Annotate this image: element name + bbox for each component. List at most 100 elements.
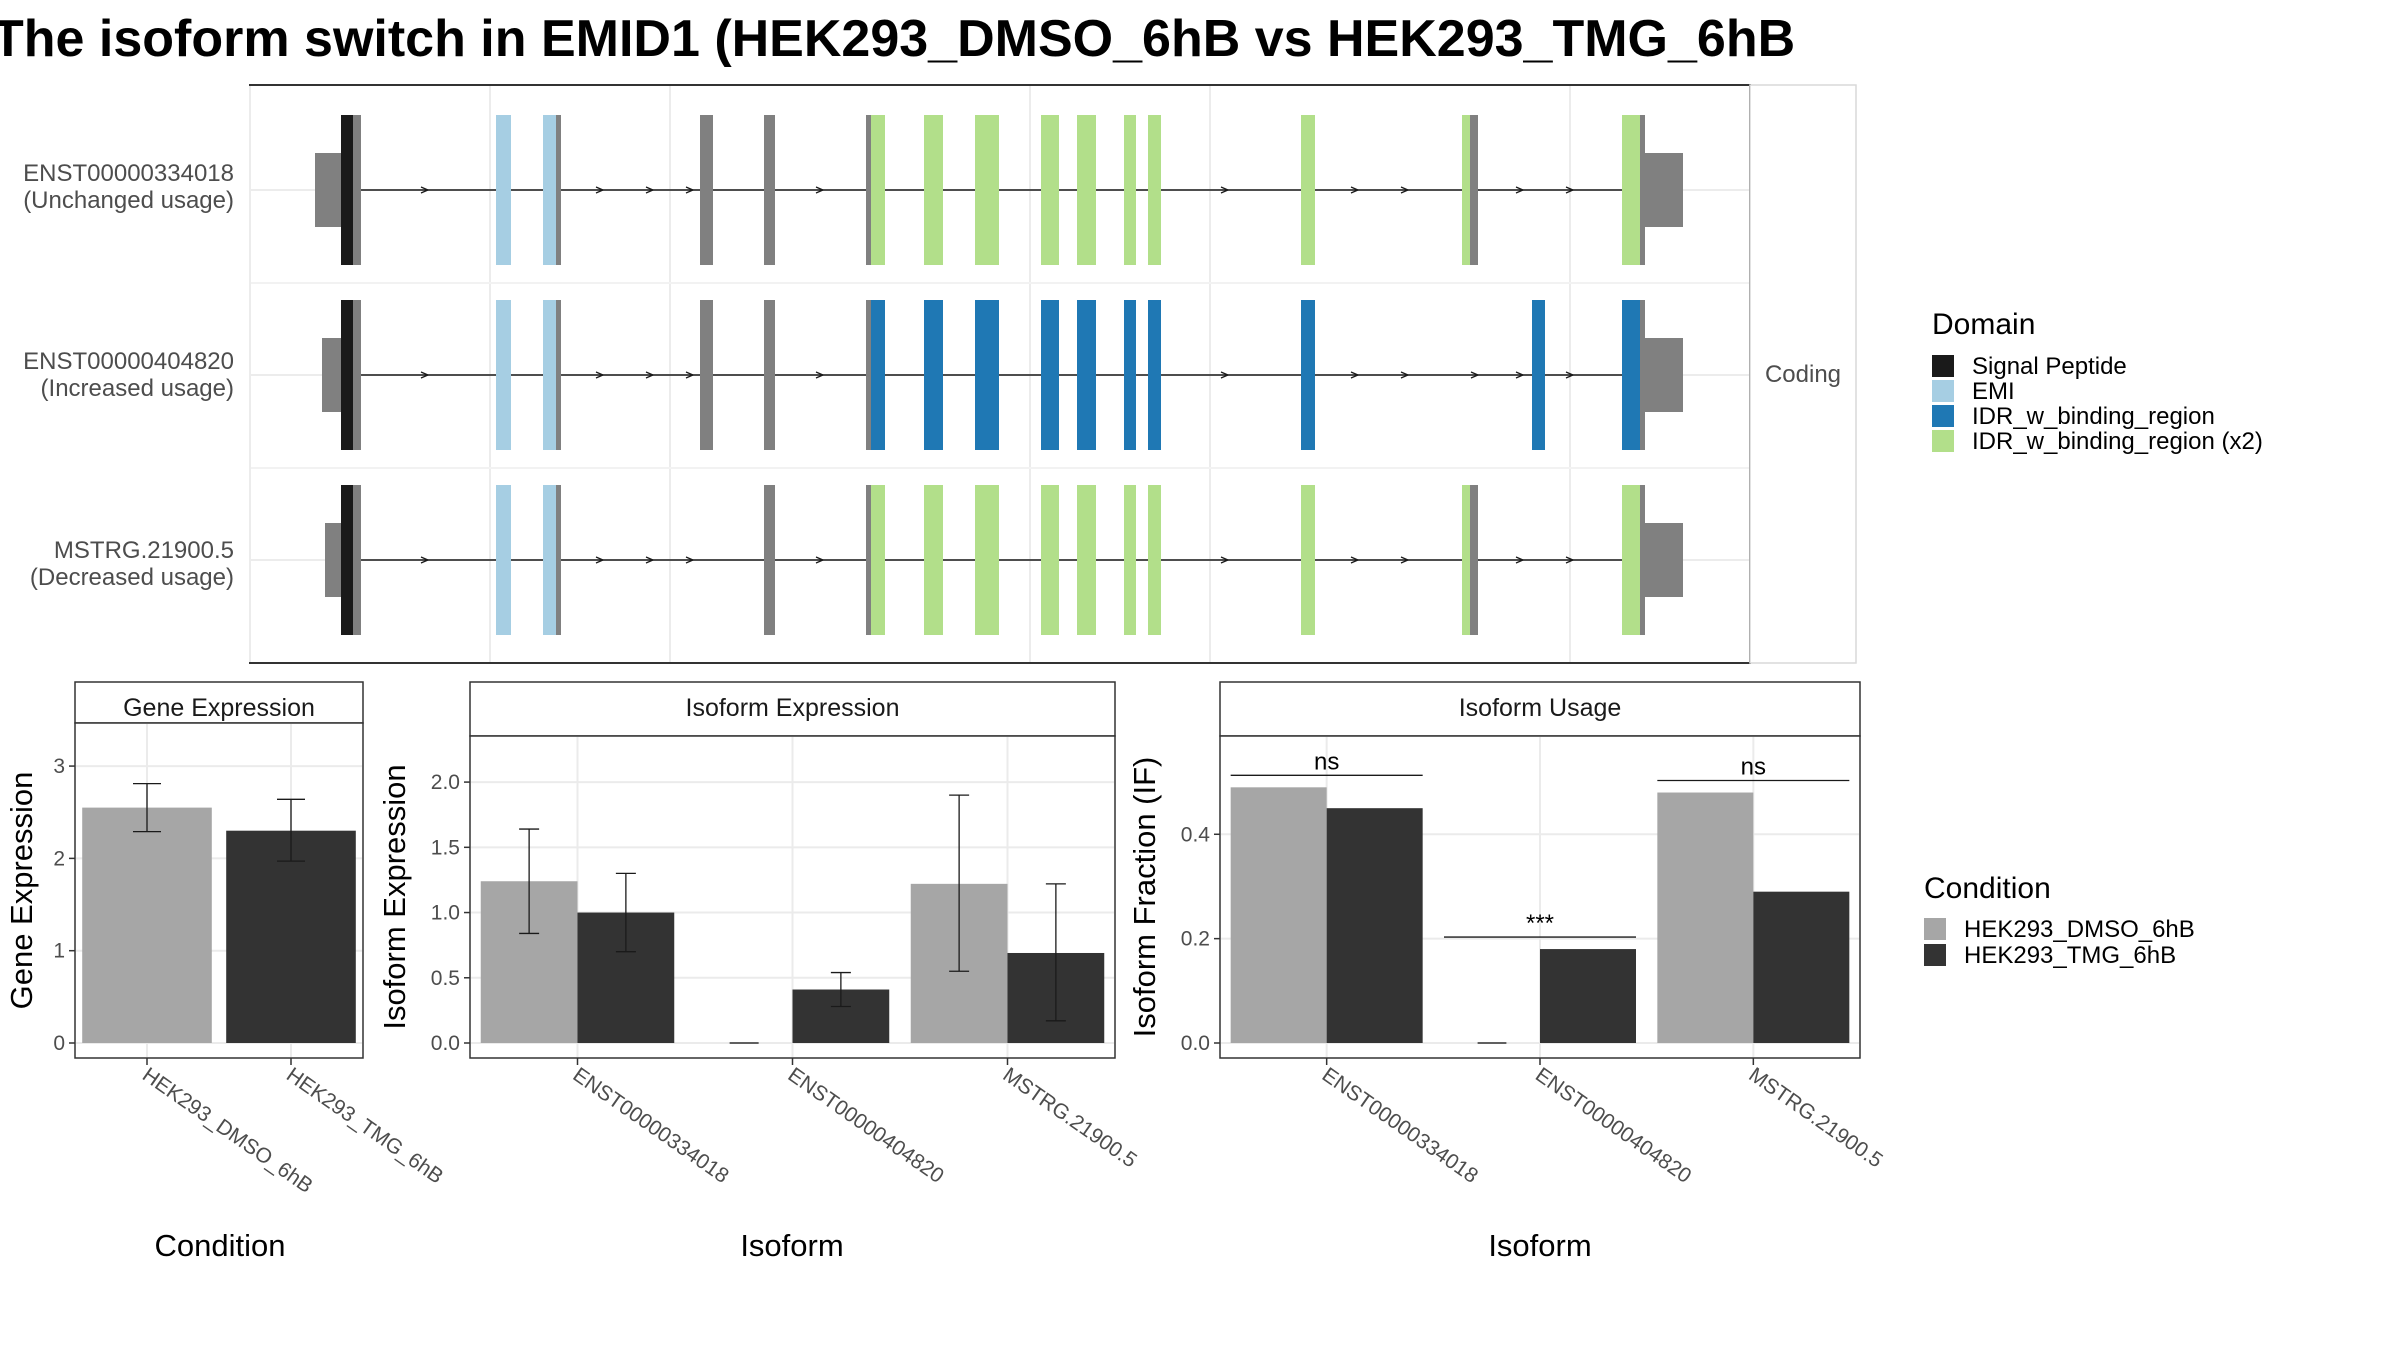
legend-swatch-idr-x2 xyxy=(1932,430,1954,452)
legend-label-signal-peptide: Signal Peptide xyxy=(1972,353,2127,380)
panel-title: Isoform Expression xyxy=(686,694,900,722)
intron-arrow xyxy=(420,371,430,379)
intron-arrow xyxy=(645,186,655,194)
intron-arrow xyxy=(595,371,605,379)
bar xyxy=(226,830,356,1043)
tick-label-y: 1 xyxy=(53,940,65,963)
exon-emi xyxy=(543,115,556,265)
intron-arrow xyxy=(685,371,695,379)
exon-idr-domain xyxy=(1124,115,1136,265)
intron-arrow xyxy=(1400,556,1410,564)
exon-idr-domain xyxy=(1301,115,1315,265)
legend-swatch-emi xyxy=(1932,380,1954,402)
intron-arrow xyxy=(1470,371,1480,379)
tick-label-y: 1.5 xyxy=(431,836,460,859)
significance-label: ns xyxy=(1741,754,1766,781)
exon-coding-grey xyxy=(353,115,361,265)
bar xyxy=(1657,792,1754,1043)
panel-strip xyxy=(74,681,364,724)
structure-tracks xyxy=(315,115,1683,635)
exon-idr-domain xyxy=(1622,115,1640,265)
exon-coding-grey xyxy=(764,300,775,450)
exon-signal-peptide xyxy=(341,300,353,450)
exon-coding-grey xyxy=(1640,115,1645,265)
exon-coding-grey xyxy=(1640,485,1645,635)
legend-label-idr-x2: IDR_w_binding_region (x2) xyxy=(1972,428,2263,455)
facet-label: Coding xyxy=(1765,361,1841,388)
tick-label-y: 0.0 xyxy=(1181,1032,1210,1055)
exon-idr-domain xyxy=(975,115,999,265)
intron-arrow xyxy=(420,556,430,564)
exon-coding-grey xyxy=(700,115,713,265)
transcript-track-2 xyxy=(322,300,1683,450)
exon-idr-domain xyxy=(924,485,943,635)
significance-label: ns xyxy=(1314,748,1339,775)
tick-label-y: 1.0 xyxy=(431,902,460,925)
tick-label-x: HEK293_TMG_6hB xyxy=(282,1063,447,1188)
exon-idr-domain xyxy=(1041,485,1059,635)
exon-signal-peptide xyxy=(341,485,353,635)
tick-label-y: 3 xyxy=(53,755,65,778)
tick-label-y: 2.0 xyxy=(431,771,460,794)
exon-coding-grey xyxy=(866,115,871,265)
exon-coding-grey xyxy=(866,485,871,635)
transcript-3-id: MSTRG.21900.5 xyxy=(54,537,234,564)
exon-idr-domain xyxy=(1041,300,1059,450)
tick-label-x: MSTRG.21900.5 xyxy=(999,1063,1141,1172)
intron-arrow xyxy=(595,186,605,194)
bar-panel-3: Isoform Usage 0.0 0.2 0.4 ns ENST00000334018 *… xyxy=(1127,681,1887,1263)
significance-label: *** xyxy=(1526,910,1554,937)
intron-arrow xyxy=(685,186,695,194)
domain-legend-title: Domain xyxy=(1932,308,2035,341)
legend-label-dmso: HEK293_DMSO_6hB xyxy=(1964,916,2195,943)
tick-label-x: ENST00000404820 xyxy=(1531,1063,1695,1188)
legend-label-tmg: HEK293_TMG_6hB xyxy=(1964,942,2176,969)
transcript-1-note: (Unchanged usage) xyxy=(23,187,234,214)
utr-3prime xyxy=(1645,153,1683,227)
exon-signal-peptide xyxy=(341,115,353,265)
exon-coding-grey xyxy=(764,115,775,265)
intron-arrow xyxy=(1350,556,1360,564)
exon-coding-grey xyxy=(556,300,561,450)
domain-legend: Domain Signal Peptide EMI IDR_w_binding_… xyxy=(1932,308,2263,455)
exon-idr-domain xyxy=(1622,300,1640,450)
transcript-track-3 xyxy=(325,485,1683,635)
condition-legend-title: Condition xyxy=(1924,872,2051,905)
utr-3prime xyxy=(1645,338,1683,412)
x-axis-title: Isoform xyxy=(740,1228,843,1263)
exon-idr-domain xyxy=(1077,115,1096,265)
exon-idr-domain xyxy=(1301,485,1315,635)
exon-idr-domain xyxy=(975,485,999,635)
intron-arrow xyxy=(1350,371,1360,379)
intron-arrow xyxy=(1350,186,1360,194)
exon-idr-domain xyxy=(1148,485,1161,635)
utr-5prime xyxy=(315,153,341,227)
intron-arrow xyxy=(1400,186,1410,194)
tick-label-y: 0.4 xyxy=(1181,823,1211,846)
intron-arrow xyxy=(685,556,695,564)
exon-idr-domain xyxy=(1124,300,1136,450)
exon-idr-domain xyxy=(1148,300,1161,450)
utr-3prime xyxy=(1645,523,1683,597)
intron-arrow xyxy=(1515,556,1525,564)
panel-strip xyxy=(469,681,1116,737)
intron-arrow xyxy=(815,186,825,194)
bar xyxy=(1540,949,1636,1043)
exon-emi xyxy=(496,300,511,450)
exon-idr-domain xyxy=(1301,300,1315,450)
y-axis-title: Isoform Expression xyxy=(377,764,412,1029)
exon-idr-domain xyxy=(871,300,885,450)
intron-arrow xyxy=(645,556,655,564)
intron-arrow xyxy=(1220,186,1230,194)
exon-coding-grey xyxy=(700,300,713,450)
exon-idr-domain xyxy=(871,115,885,265)
legend-swatch-idr xyxy=(1932,405,1954,427)
tick-label-y: 2 xyxy=(53,847,65,870)
intron-arrow xyxy=(1565,371,1575,379)
intron-arrow xyxy=(1220,556,1230,564)
exon-idr-domain xyxy=(1148,115,1161,265)
intron-arrow xyxy=(645,371,655,379)
exon-coding-grey xyxy=(1470,115,1478,265)
bar xyxy=(1326,808,1423,1043)
